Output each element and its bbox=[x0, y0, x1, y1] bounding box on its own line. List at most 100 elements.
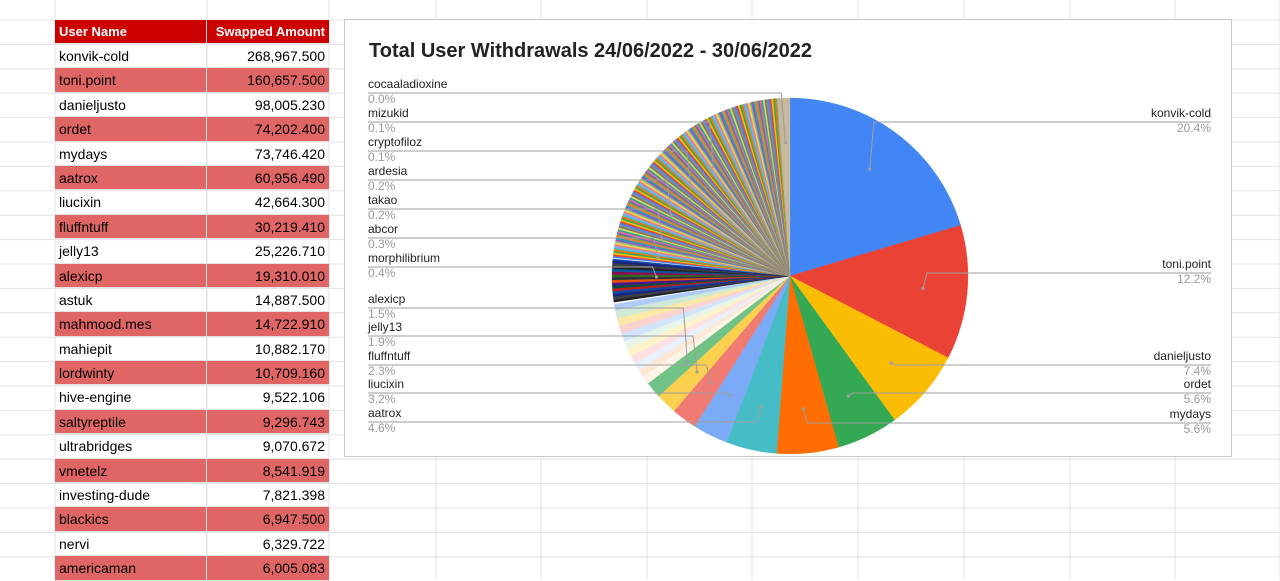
cell-user-name[interactable]: americaman bbox=[55, 556, 207, 580]
pie-slice-konvik-cold[interactable] bbox=[789, 97, 961, 277]
slice-percent: 0.0% bbox=[368, 92, 396, 106]
leader-line bbox=[368, 208, 663, 240]
slice-percent: 0.2% bbox=[368, 208, 396, 222]
slice-label: aatrox bbox=[368, 406, 401, 420]
table-row: mydays 73,746.420 bbox=[55, 141, 329, 166]
leader-line bbox=[368, 121, 714, 167]
slice-label: mydays bbox=[1170, 407, 1211, 421]
leader-dot bbox=[660, 237, 664, 241]
leader-dot bbox=[728, 393, 732, 397]
cell-swapped-amount[interactable]: 160,657.500 bbox=[247, 72, 325, 89]
slice-percent: 7.4% bbox=[1184, 364, 1212, 378]
table-row: mahmood.mes 14,722.910 bbox=[55, 312, 329, 337]
cell-swapped-amount[interactable]: 9,522.106 bbox=[262, 389, 325, 406]
table-row: liucixin 42,664.300 bbox=[55, 190, 329, 215]
slice-label: toni.point bbox=[1162, 257, 1211, 271]
slice-percent: 5.6% bbox=[1184, 392, 1212, 406]
cell-user-name[interactable]: fluffntuff bbox=[55, 214, 207, 239]
leader-dot bbox=[695, 370, 699, 374]
cell-swapped-amount[interactable]: 14,722.910 bbox=[254, 316, 325, 333]
slice-label: jelly13 bbox=[367, 320, 402, 334]
pie-chart-card[interactable]: konvik-cold 20.4% toni.point 12.2% danieljus… bbox=[344, 19, 1232, 457]
cell-user-name[interactable]: lordwinty bbox=[55, 361, 207, 385]
slice-percent: 0.4% bbox=[368, 266, 396, 280]
cell-user-name[interactable]: mydays bbox=[55, 141, 207, 165]
cell-user-name[interactable]: investing-dude bbox=[55, 483, 207, 507]
leader-line bbox=[368, 266, 657, 278]
slice-percent: 0.3% bbox=[368, 237, 396, 251]
pie-slice-toni.point[interactable] bbox=[789, 225, 969, 359]
cell-user-name[interactable]: mahiepit bbox=[55, 336, 207, 361]
slice-percent: 1.9% bbox=[368, 335, 396, 349]
pie-slice-other[interactable] bbox=[612, 258, 791, 277]
header-user-name[interactable]: User Name bbox=[55, 20, 207, 43]
cell-swapped-amount[interactable]: 9,296.743 bbox=[262, 413, 325, 430]
cell-swapped-amount[interactable]: 8,541.919 bbox=[262, 462, 325, 479]
table-row: danieljusto 98,005.230 bbox=[55, 92, 329, 118]
leader-line bbox=[368, 364, 712, 384]
cell-swapped-amount[interactable]: 6,329.722 bbox=[262, 535, 325, 552]
cell-user-name[interactable]: konvik-cold bbox=[55, 44, 207, 68]
cell-swapped-amount[interactable]: 10,882.170 bbox=[254, 340, 325, 357]
leader-dot bbox=[868, 167, 872, 171]
cell-swapped-amount[interactable]: 268,967.500 bbox=[247, 48, 325, 64]
header-swapped-amount[interactable]: Swapped Amount bbox=[215, 24, 325, 39]
table-row: ordet 74,202.400 bbox=[55, 117, 329, 142]
cell-swapped-amount[interactable]: 30,219.410 bbox=[254, 218, 325, 235]
cell-user-name[interactable]: toni.point bbox=[55, 68, 207, 92]
pie-slice-other[interactable] bbox=[614, 275, 791, 311]
cell-user-name[interactable]: jelly13 bbox=[55, 239, 207, 263]
cell-swapped-amount[interactable]: 74,202.400 bbox=[254, 121, 325, 138]
leader-line bbox=[922, 272, 1211, 289]
cell-swapped-amount[interactable]: 7,821.398 bbox=[262, 487, 325, 504]
slice-percent: 20.4% bbox=[1177, 121, 1211, 135]
cell-swapped-amount[interactable]: 6,005.083 bbox=[262, 560, 325, 577]
table-row: konvik-cold 268,967.500 bbox=[55, 44, 329, 69]
slice-percent: 4.6% bbox=[368, 421, 396, 435]
slice-label: morphilibrium bbox=[368, 251, 440, 265]
slice-label: danieljusto bbox=[1154, 349, 1212, 363]
slice-label: ardesia bbox=[368, 164, 408, 178]
slice-label: abcor bbox=[368, 222, 398, 236]
table-body: konvik-cold 268,967.500 toni.point 160,657.… bbox=[55, 44, 329, 581]
slice-label: konvik-cold bbox=[1151, 106, 1211, 120]
leader-dot bbox=[654, 275, 659, 279]
cell-swapped-amount[interactable]: 10,709.160 bbox=[254, 365, 325, 382]
slice-percent: 5.6% bbox=[1184, 422, 1212, 436]
table-row: vmetelz 8,541.919 bbox=[55, 458, 329, 484]
table-row: aatrox 60,956.490 bbox=[55, 165, 329, 191]
cell-user-name[interactable]: saltyreptile bbox=[55, 409, 207, 434]
slice-percent: 1.5% bbox=[368, 307, 396, 321]
cell-swapped-amount[interactable]: 42,664.300 bbox=[254, 194, 325, 211]
cell-user-name[interactable]: alexicp bbox=[55, 263, 207, 287]
leader-dot bbox=[708, 381, 713, 385]
cell-swapped-amount[interactable]: 60,956.490 bbox=[254, 169, 325, 186]
cell-user-name[interactable]: hive-engine bbox=[55, 385, 207, 409]
cell-swapped-amount[interactable]: 98,005.230 bbox=[254, 96, 325, 113]
slice-percent: 3.2% bbox=[368, 392, 396, 406]
cell-user-name[interactable]: blackics bbox=[55, 507, 207, 531]
cell-user-name[interactable]: astuk bbox=[55, 287, 207, 312]
slice-label: cocaaladioxine bbox=[368, 77, 448, 91]
leader-line bbox=[368, 335, 698, 372]
leader-dot bbox=[801, 407, 805, 411]
cell-swapped-amount[interactable]: 25,226.710 bbox=[254, 243, 325, 260]
cell-user-name[interactable]: nervi bbox=[55, 531, 207, 556]
cell-user-name[interactable]: vmetelz bbox=[55, 458, 207, 483]
cell-user-name[interactable]: mahmood.mes bbox=[55, 312, 207, 336]
leader-dot bbox=[846, 394, 850, 398]
leader-line bbox=[368, 179, 672, 216]
cell-swapped-amount[interactable]: 9,070.672 bbox=[262, 438, 325, 455]
cell-user-name[interactable]: ordet bbox=[55, 117, 207, 141]
cell-user-name[interactable]: liucixin bbox=[55, 190, 207, 214]
cell-user-name[interactable]: aatrox bbox=[55, 165, 207, 190]
cell-swapped-amount[interactable]: 6,947.500 bbox=[262, 511, 325, 528]
slice-label: mizukid bbox=[368, 106, 409, 120]
cell-swapped-amount[interactable]: 14,887.500 bbox=[254, 291, 325, 308]
cell-swapped-amount[interactable]: 19,310.010 bbox=[254, 267, 325, 284]
leader-dot bbox=[759, 404, 763, 408]
cell-user-name[interactable]: ultrabridges bbox=[55, 434, 207, 458]
cell-swapped-amount[interactable]: 73,746.420 bbox=[254, 145, 325, 162]
cell-user-name[interactable]: danieljusto bbox=[55, 92, 207, 117]
